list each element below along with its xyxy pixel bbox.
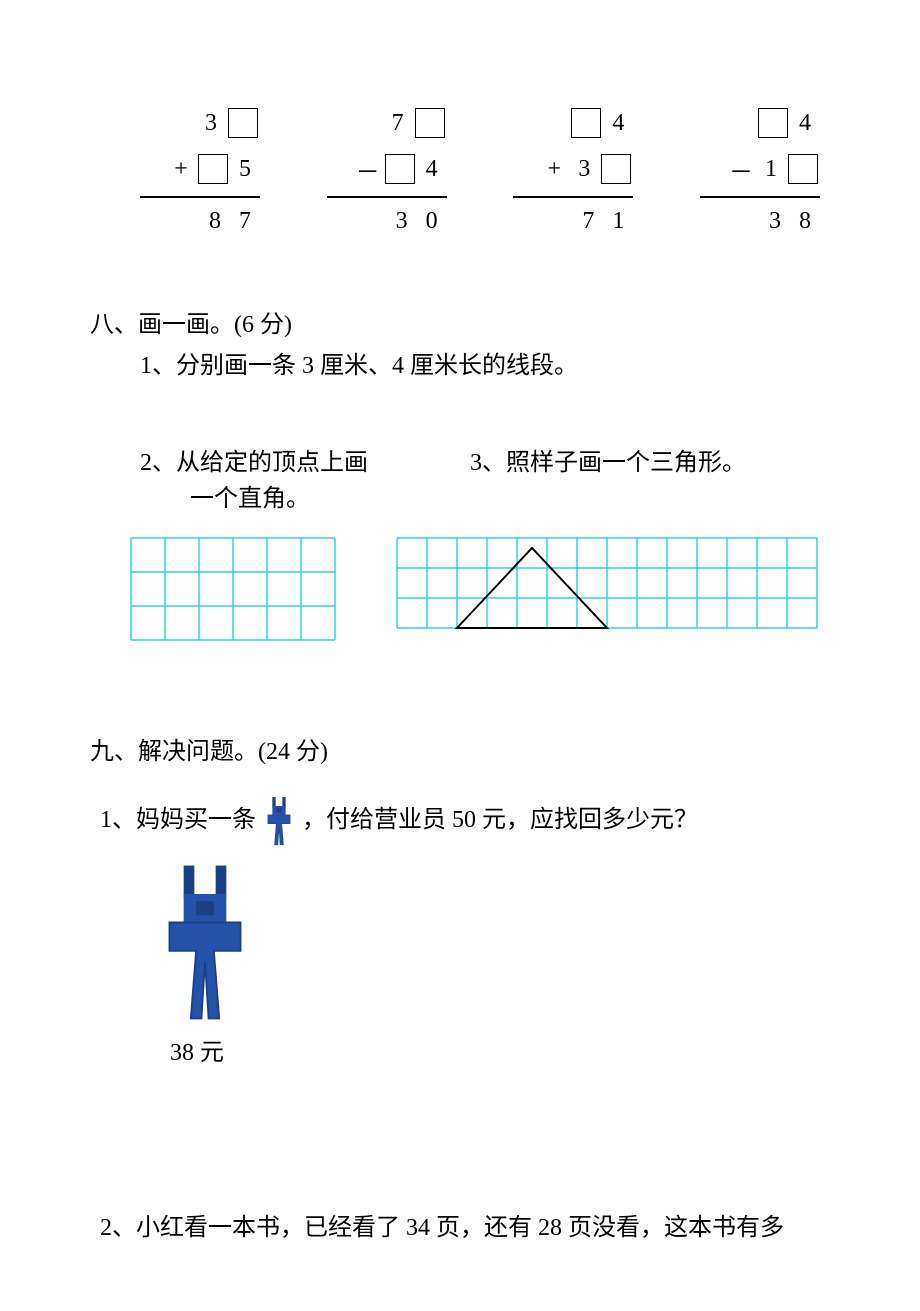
blank-box[interactable] (415, 108, 445, 138)
section-8-item-1: 1、分别画一条 3 厘米、4 厘米长的线段。 (140, 347, 830, 385)
section-8-heading: 八、画一画。(6 分) (90, 304, 830, 339)
digit: 7 (573, 208, 603, 235)
section-8-item-2-line2: 一个直角。 (140, 481, 440, 517)
q9-1-text-pre: 1、妈妈买一条 (100, 799, 256, 842)
digit: 4 (603, 110, 633, 137)
section-9-item-2: 2、小红看一本书，已经看了 34 页，还有 28 页没看，这本书有多 (100, 1207, 830, 1250)
overalls-large-icon (150, 862, 830, 1022)
digit: 1 (603, 208, 633, 235)
overalls-small-icon (262, 796, 296, 846)
section-9-heading: 九、解决问题。(24 分) (90, 731, 830, 766)
digit: 0 (417, 208, 447, 235)
digit: 4 (417, 156, 447, 183)
section-8-item-3: 3、照样子画一个三角形。 (470, 445, 830, 481)
operator: + (539, 156, 569, 183)
grid-large-with-triangle (396, 537, 818, 629)
section-9-item-1: 1、妈妈买一条 ，付给营业员 50 元，应找回多少元？ (100, 796, 830, 842)
digit: 3 (760, 208, 790, 235)
blank-box[interactable] (571, 108, 601, 138)
operator: + (166, 156, 196, 183)
digit: 7 (383, 110, 413, 137)
worksheet-page: 3 + 5 8 7 7 － 4 (0, 0, 920, 1311)
column-arithmetic-row: 3 + 5 8 7 7 － 4 (90, 100, 830, 244)
digit: 8 (790, 208, 820, 235)
problem-3: 4 + 3 7 1 (473, 100, 633, 244)
problem-1: 3 + 5 8 7 (100, 100, 260, 244)
q9-1-text-post: ，付给营业员 50 元，应找回多少元？ (302, 799, 698, 842)
grids-row (130, 537, 830, 641)
blank-box[interactable] (601, 154, 631, 184)
digit: 1 (756, 156, 786, 183)
digit: 3 (387, 208, 417, 235)
operator: － (726, 152, 756, 187)
digit: 4 (790, 110, 820, 137)
blank-box[interactable] (385, 154, 415, 184)
operator: － (353, 152, 383, 187)
digit: 3 (196, 110, 226, 137)
digit: 5 (230, 156, 260, 183)
digit: 3 (569, 156, 599, 183)
blank-box[interactable] (788, 154, 818, 184)
digit: 8 (200, 208, 230, 235)
blank-box[interactable] (758, 108, 788, 138)
section-8-row-2-3: 2、从给定的顶点上画 一个直角。 3、照样子画一个三角形。 (90, 445, 830, 517)
price-label: 38 元 (170, 1032, 830, 1067)
blank-box[interactable] (198, 154, 228, 184)
problem-2: 7 － 4 3 0 (287, 100, 447, 244)
grid-small (130, 537, 336, 641)
section-8-item-2-line1: 2、从给定的顶点上画 (140, 445, 440, 481)
problem-4: 4 － 1 3 8 (660, 100, 820, 244)
digit: 7 (230, 208, 260, 235)
blank-box[interactable] (228, 108, 258, 138)
